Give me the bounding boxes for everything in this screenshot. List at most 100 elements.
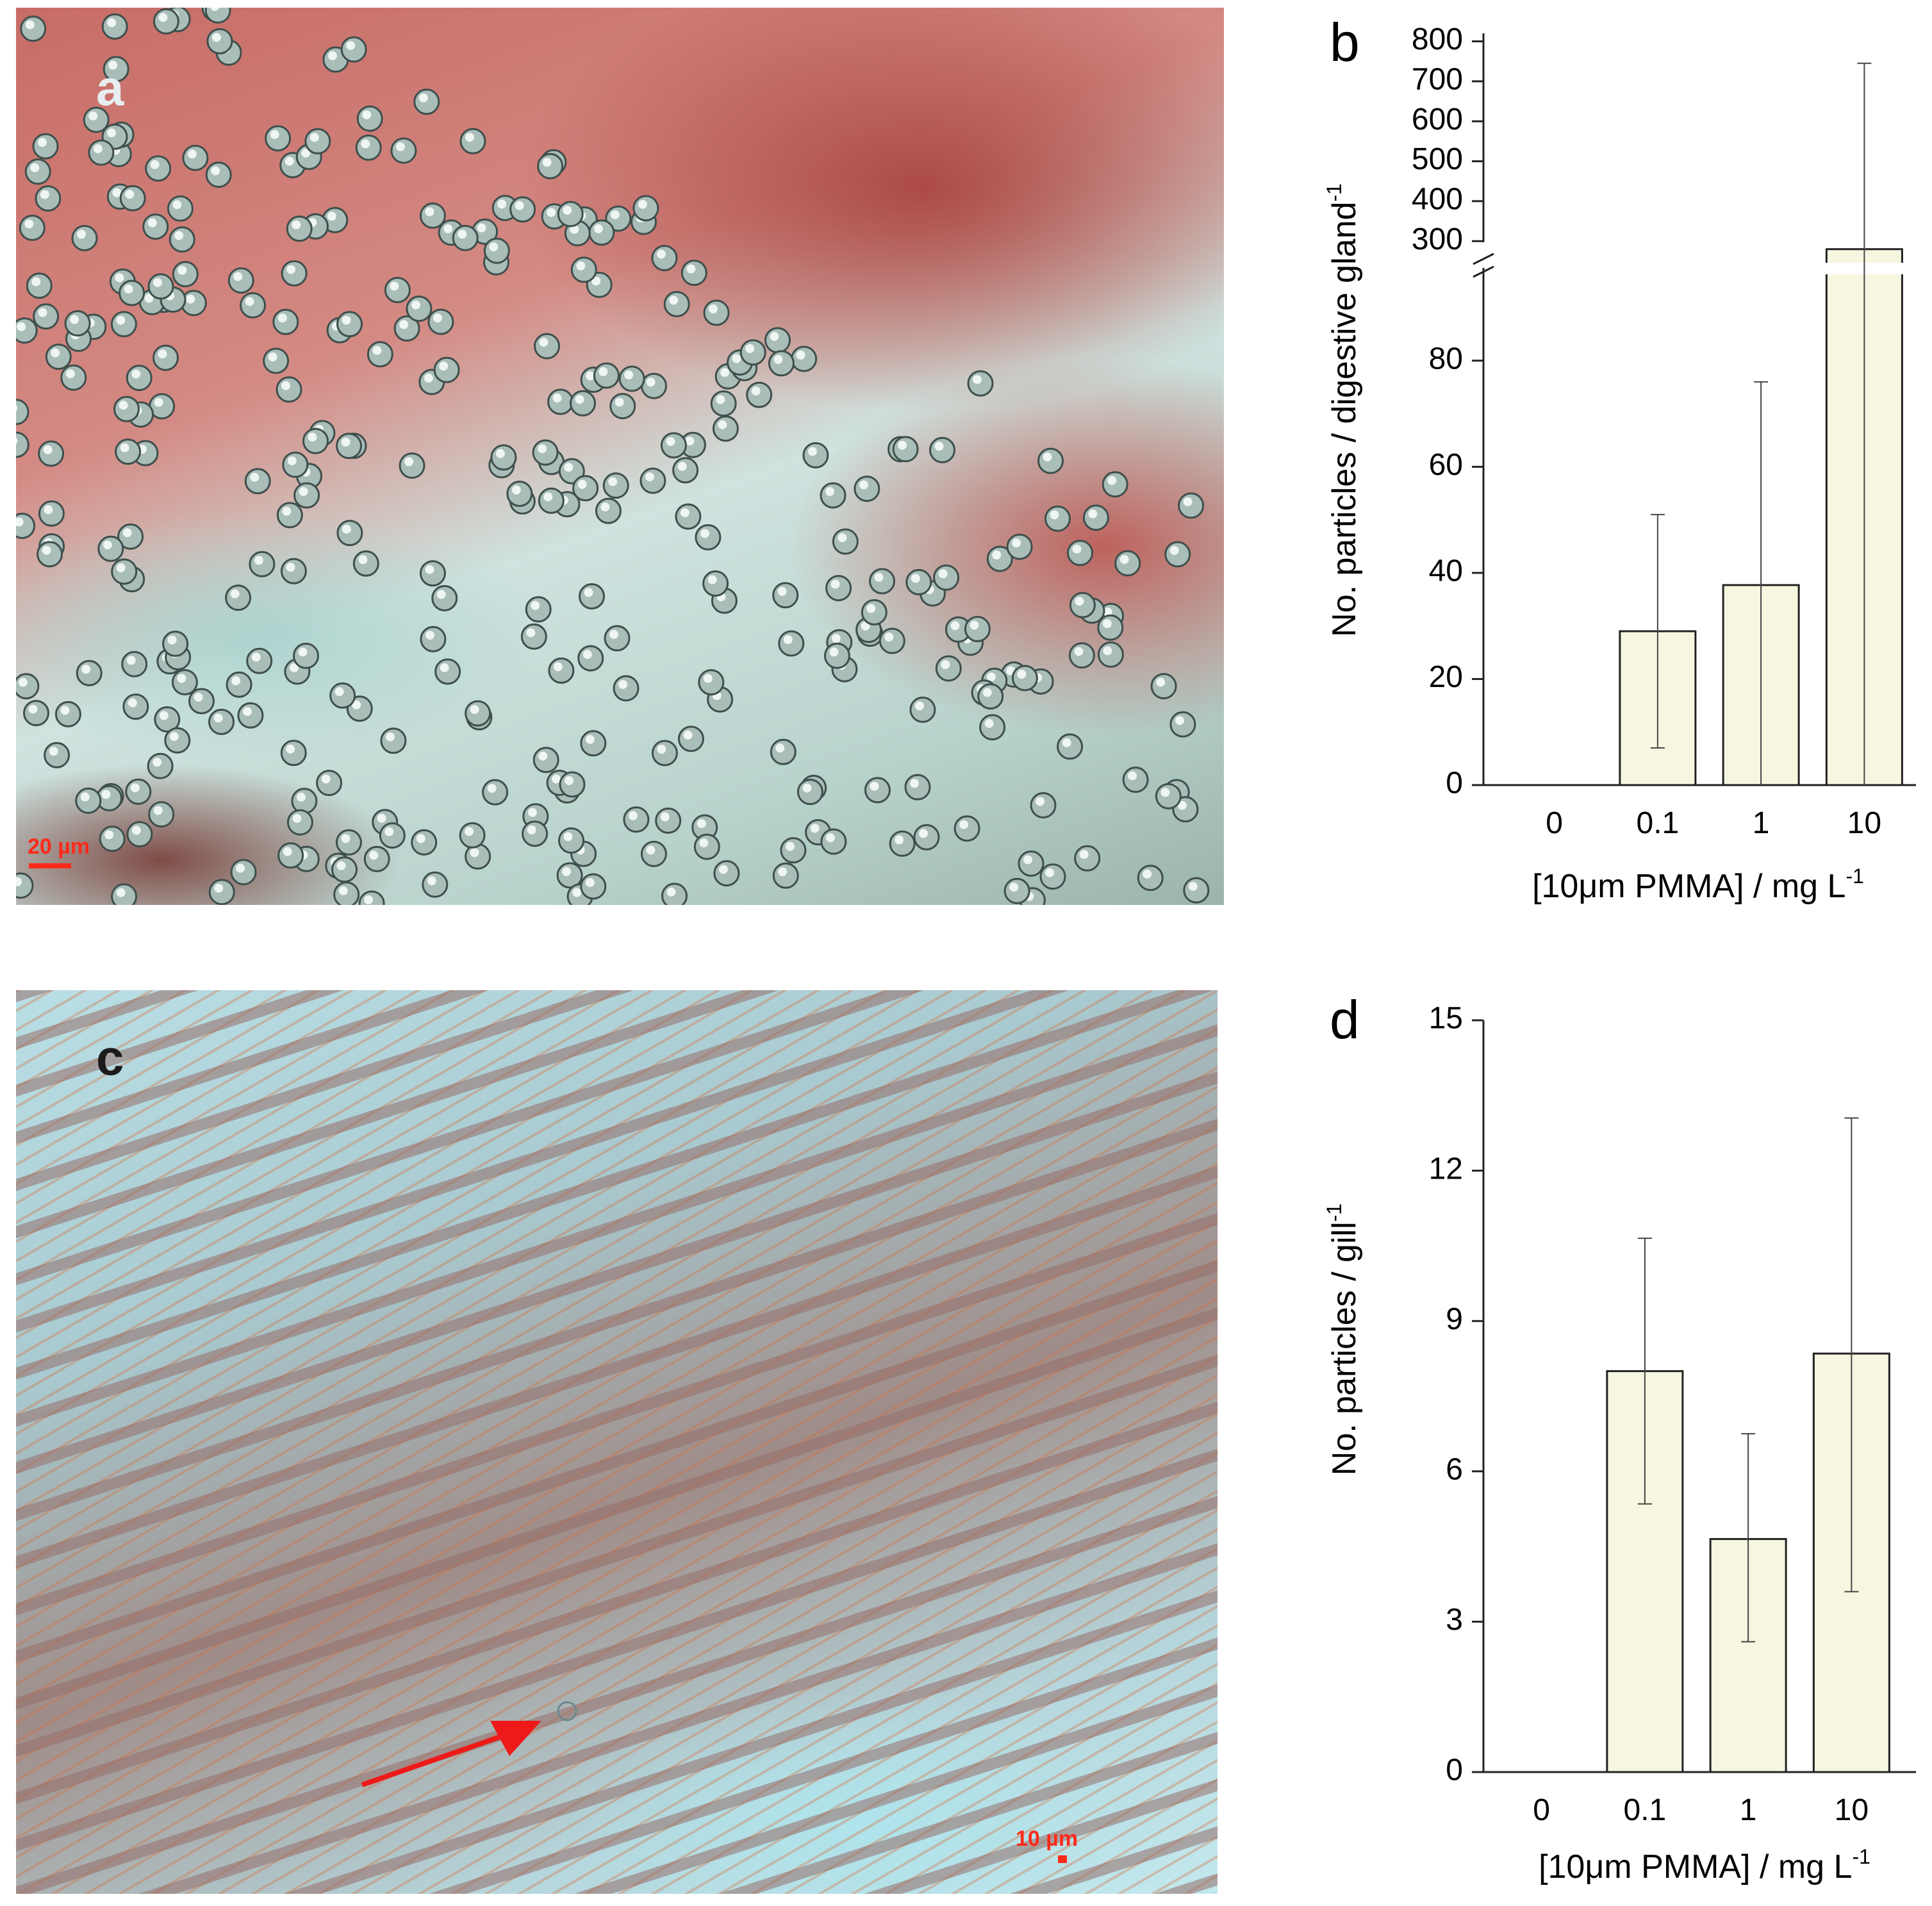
particle — [119, 279, 145, 306]
particle-highlight — [150, 160, 160, 169]
particle-highlight — [542, 158, 552, 167]
particle-highlight — [436, 590, 446, 599]
particle — [434, 658, 461, 685]
particle — [1155, 783, 1182, 809]
particle — [422, 871, 449, 898]
particle-highlight — [543, 492, 553, 502]
particle-highlight — [286, 563, 295, 572]
particle — [522, 820, 549, 847]
particle-highlight — [424, 374, 433, 383]
particle-highlight — [1043, 452, 1052, 462]
particle-highlight — [301, 148, 311, 158]
particle — [44, 742, 70, 768]
particle — [16, 431, 29, 458]
particle — [672, 457, 699, 484]
particle — [419, 560, 446, 587]
y-tick-label: 800 — [1412, 22, 1463, 56]
particle — [281, 260, 308, 286]
particle-highlight — [425, 565, 434, 574]
particle-highlight — [81, 665, 91, 674]
particle — [206, 28, 233, 54]
y-tick-label: 400 — [1412, 183, 1463, 217]
x-tick-label: 0.1 — [1637, 806, 1680, 840]
particle — [1074, 845, 1101, 872]
particle-highlight — [126, 656, 136, 665]
particle — [142, 213, 169, 240]
particle-highlight — [283, 847, 292, 856]
particle-highlight — [1050, 510, 1059, 520]
particle-highlight — [167, 635, 177, 645]
particle-highlight — [131, 825, 141, 835]
particle-highlight — [346, 41, 356, 51]
particle — [304, 128, 331, 154]
particle-highlight — [342, 315, 351, 325]
particle — [97, 535, 124, 562]
particle — [506, 481, 533, 507]
particle-highlight — [465, 133, 474, 142]
particle-highlight — [796, 351, 805, 360]
particle — [148, 801, 175, 828]
particle-highlight — [51, 348, 60, 358]
particle — [1164, 541, 1191, 568]
particle-highlight — [40, 190, 49, 199]
particle — [693, 833, 720, 860]
x-tick-label: 10 — [1847, 806, 1881, 840]
particle-highlight — [515, 201, 524, 210]
particle-highlight — [341, 437, 351, 447]
particle-highlight — [242, 707, 252, 717]
particle — [99, 825, 126, 852]
particle — [230, 859, 257, 886]
particle — [861, 599, 888, 626]
particle — [32, 133, 59, 160]
particle-highlight — [211, 166, 220, 176]
particle — [698, 669, 725, 696]
particle-highlight — [802, 783, 812, 793]
particle-highlight — [838, 533, 847, 542]
particle — [38, 440, 65, 467]
particle — [356, 105, 383, 132]
particle-highlight — [44, 505, 53, 515]
particle-highlight — [751, 386, 761, 396]
axis-break-mark — [1473, 265, 1494, 278]
particle — [340, 36, 367, 63]
particle-highlight — [572, 888, 582, 897]
particle — [276, 376, 302, 403]
particle-highlight — [1045, 868, 1054, 877]
particle — [1102, 471, 1128, 498]
particle-highlight — [576, 261, 586, 270]
particle-highlight — [286, 744, 295, 754]
particle — [244, 468, 271, 495]
particle — [579, 583, 605, 609]
particle-highlight — [465, 827, 474, 836]
particle-highlight — [1017, 670, 1027, 679]
particle — [746, 381, 773, 408]
y-tick-label: 12 — [1429, 1152, 1463, 1186]
particle — [246, 647, 273, 674]
particle — [119, 185, 146, 211]
y-axis-title: No. particles / gill-1 — [1323, 1204, 1363, 1475]
particle-highlight — [911, 574, 920, 583]
micrograph-digestive-gland: a 20 µm — [16, 8, 1224, 905]
particle-highlight — [38, 138, 47, 147]
particle-highlight — [174, 231, 184, 240]
particle — [660, 432, 687, 459]
particle — [702, 570, 729, 597]
particle — [570, 256, 597, 283]
particle-highlight — [884, 633, 894, 642]
particle — [336, 311, 363, 338]
particle-highlight — [497, 199, 507, 209]
particle-highlight — [16, 404, 17, 411]
particle-highlight — [919, 829, 928, 838]
particle — [16, 399, 29, 426]
particle-highlight — [577, 479, 587, 489]
particle-highlight — [982, 688, 992, 697]
particle — [147, 273, 174, 300]
particle-highlight — [538, 751, 548, 761]
particle — [33, 303, 60, 330]
particle-highlight — [624, 370, 634, 379]
y-tick-label: 60 — [1429, 448, 1463, 482]
particle-highlight — [17, 322, 26, 331]
particle-highlight — [153, 278, 162, 287]
particle-highlight — [131, 369, 141, 379]
particle-highlight — [608, 477, 618, 486]
